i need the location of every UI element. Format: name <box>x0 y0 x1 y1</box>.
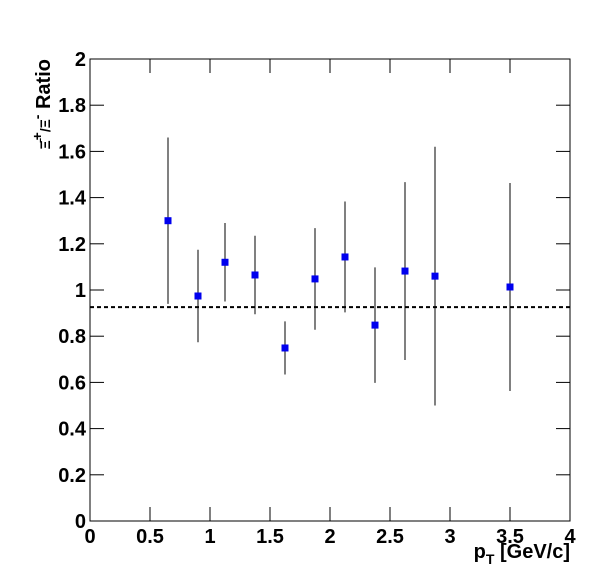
x-tick-label: 3.5 <box>496 526 524 548</box>
y-tick-label: 1.6 <box>58 141 86 163</box>
y-tick-label: 1.4 <box>58 188 87 210</box>
frame <box>89 58 571 522</box>
x-tick-label: 1 <box>204 526 215 548</box>
x-tick-label: 0 <box>84 526 95 548</box>
y-tick-label: 0.4 <box>58 419 87 441</box>
marker <box>281 344 289 352</box>
y-label-sup: + <box>29 132 45 140</box>
marker <box>194 292 202 300</box>
x-tick-label: 4 <box>564 526 576 548</box>
x-label-main: p <box>474 541 486 563</box>
marker <box>164 217 172 225</box>
y-axis-label: Ξ̄+/Ξ- Ratio <box>29 59 55 149</box>
y-tick-label: 1 <box>75 280 86 302</box>
y-tick-label: 0.6 <box>58 372 86 394</box>
y-label-mid: /Ξ <box>37 119 53 132</box>
y-label-rest: Ratio <box>33 59 55 115</box>
y-tick-label: 0.8 <box>58 326 86 348</box>
y-label-main: Ξ̄ <box>37 137 53 149</box>
x-tick-label: 1.5 <box>256 526 284 548</box>
marker <box>251 271 259 279</box>
y-tick-label: 2 <box>75 49 86 71</box>
marker <box>401 267 409 275</box>
marker <box>311 275 319 283</box>
marker <box>341 253 349 261</box>
marker <box>431 272 439 280</box>
x-tick-label: 3 <box>444 526 455 548</box>
x-tick-label: 0.5 <box>136 526 164 548</box>
y-tick-label: 0 <box>75 511 86 533</box>
x-tick-label: 2.5 <box>376 526 404 548</box>
marker <box>221 258 229 266</box>
y-label-sup2: - <box>29 114 45 119</box>
marker <box>506 283 514 291</box>
x-label-sub: T <box>486 551 495 567</box>
y-tick-label: 1.8 <box>58 95 86 117</box>
marker <box>371 321 379 329</box>
x-label-rest: [GeV/c] <box>494 541 570 563</box>
x-axis-label: pT [GeV/c] <box>474 541 570 567</box>
x-tick-label: 2 <box>324 526 335 548</box>
y-tick-label: 0.2 <box>58 465 86 487</box>
y-tick-label: 1.2 <box>58 234 86 256</box>
